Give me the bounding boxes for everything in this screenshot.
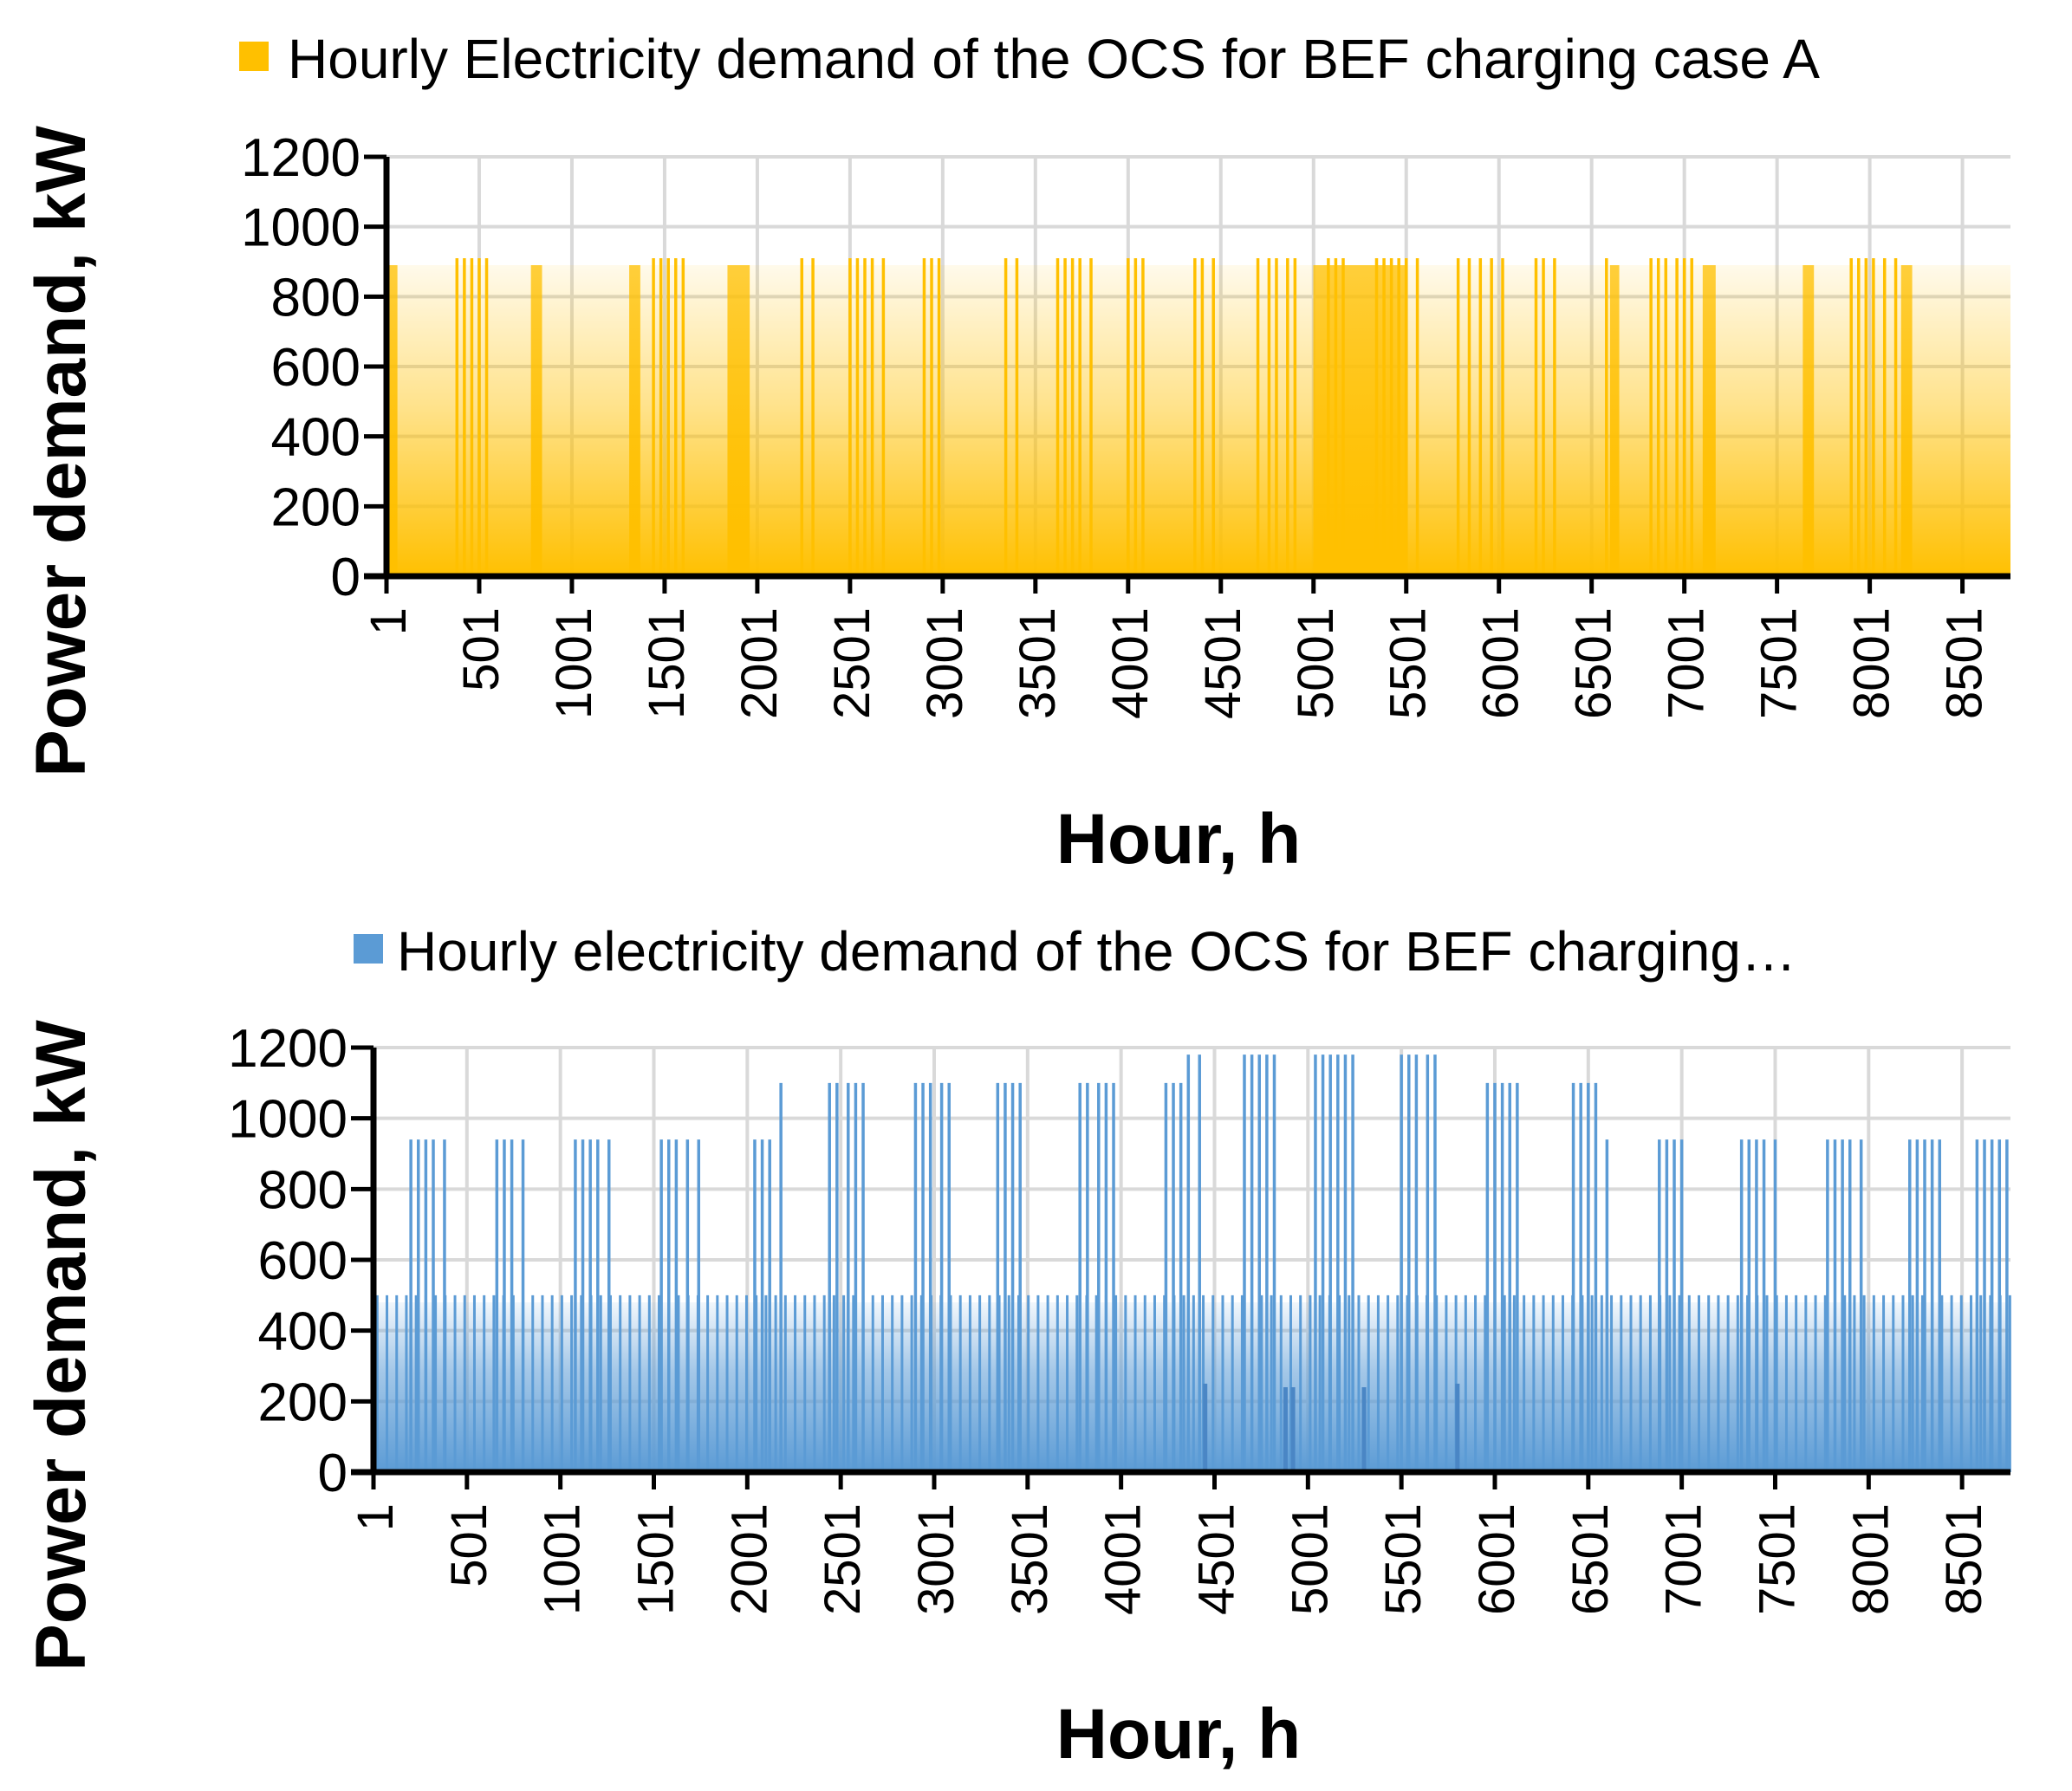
y-tick-label: 800 bbox=[258, 1160, 347, 1220]
x-tick-label: 1501 bbox=[627, 1503, 684, 1615]
dense-block bbox=[629, 265, 640, 576]
y-ticks-2: 0 200 400 600 800 1000 1200 bbox=[228, 1019, 373, 1503]
x-tick-label: 1 bbox=[347, 1503, 404, 1531]
dense-block bbox=[1609, 265, 1620, 576]
dense-block bbox=[1702, 265, 1716, 576]
x-tick-label: 501 bbox=[453, 607, 510, 691]
x-tick-label: 2501 bbox=[824, 607, 880, 719]
y-tick-label: 1000 bbox=[228, 1090, 347, 1150]
x-tick-label: 2501 bbox=[815, 1503, 871, 1615]
y-tick-label: 400 bbox=[258, 1302, 347, 1362]
y-tick-label: 200 bbox=[258, 1372, 347, 1432]
legend-swatch-2 bbox=[354, 934, 383, 964]
demand-area bbox=[388, 265, 2010, 576]
legend-swatch-1 bbox=[239, 42, 269, 71]
x-tick-label: 2001 bbox=[731, 607, 788, 719]
x-tick-label: 6001 bbox=[1469, 1503, 1525, 1615]
x-tick-label: 5001 bbox=[1288, 607, 1344, 719]
x-tick-label: 6001 bbox=[1473, 607, 1530, 719]
x-tick-label: 3501 bbox=[1010, 607, 1066, 719]
y-tick-label: 1200 bbox=[228, 1019, 347, 1079]
x-ticks-1: 1 501 1001 1501 2001 2501 3001 3501 4001 4501 5001… bbox=[360, 576, 1993, 719]
y-tick-label: 1200 bbox=[241, 128, 360, 188]
bars-1 bbox=[386, 257, 2010, 576]
x-axis-title-1: Hour, h bbox=[1056, 800, 1301, 879]
x-tick-label: 1001 bbox=[546, 607, 602, 719]
legend-label-2: Hourly electricity demand of the OCS for… bbox=[397, 920, 1796, 983]
x-tick-label: 1501 bbox=[639, 607, 695, 719]
dense-block bbox=[727, 265, 750, 576]
x-tick-label: 3001 bbox=[908, 1503, 965, 1615]
x-tick-label: 8501 bbox=[1936, 1503, 1992, 1615]
chart-1: Hourly Electricity demand of the OCS for… bbox=[22, 28, 2010, 879]
x-tick-label: 3001 bbox=[917, 607, 973, 719]
dense-block bbox=[1900, 265, 1913, 576]
dense-block bbox=[530, 265, 542, 576]
x-tick-label: 8001 bbox=[1844, 607, 1900, 719]
bars-2 bbox=[375, 1054, 2011, 1472]
legend-label-1: Hourly Electricity demand of the OCS for… bbox=[288, 28, 1820, 90]
x-tick-label: 501 bbox=[441, 1503, 497, 1587]
y-tick-label: 0 bbox=[331, 548, 360, 607]
x-tick-label: 1 bbox=[360, 607, 417, 635]
y-tick-label: 0 bbox=[318, 1444, 347, 1503]
x-tick-label: 6501 bbox=[1566, 607, 1622, 719]
y-tick-label: 400 bbox=[271, 408, 360, 468]
y-tick-label: 600 bbox=[258, 1231, 347, 1291]
x-tick-label: 7501 bbox=[1749, 1503, 1805, 1615]
y-tick-label: 200 bbox=[271, 477, 360, 537]
x-tick-label: 3501 bbox=[1002, 1503, 1058, 1615]
x-tick-label: 8001 bbox=[1842, 1503, 1899, 1615]
x-ticks-2: 1 501 1001 1501 2001 2501 3001 3501 4001 4501 5001… bbox=[347, 1472, 1992, 1615]
x-tick-label: 7001 bbox=[1656, 1503, 1712, 1615]
x-tick-label: 7001 bbox=[1659, 607, 1715, 719]
y-ticks-1: 0 200 400 600 800 1000 1200 bbox=[241, 128, 386, 607]
x-tick-label: 8501 bbox=[1937, 607, 1993, 719]
x-tick-label: 5001 bbox=[1282, 1503, 1338, 1615]
y-tick-label: 600 bbox=[271, 338, 360, 398]
x-axis-title-2: Hour, h bbox=[1056, 1695, 1301, 1774]
x-tick-label: 4501 bbox=[1188, 1503, 1244, 1615]
x-tick-label: 6501 bbox=[1562, 1503, 1619, 1615]
dense-block bbox=[1802, 265, 1815, 576]
x-tick-label: 4001 bbox=[1095, 1503, 1152, 1615]
x-tick-label: 7501 bbox=[1751, 607, 1808, 719]
chart-2: Hourly electricity demand of the OCS for… bbox=[22, 920, 2011, 1774]
y-axis-title-2: Power demand, kW bbox=[22, 1019, 101, 1671]
x-tick-label: 5501 bbox=[1380, 607, 1437, 719]
x-tick-label: 4501 bbox=[1195, 607, 1251, 719]
x-tick-label: 1001 bbox=[535, 1503, 591, 1615]
x-tick-label: 5501 bbox=[1375, 1503, 1432, 1615]
y-axis-title-1: Power demand, kW bbox=[22, 125, 101, 776]
y-tick-label: 1000 bbox=[241, 198, 360, 258]
x-tick-label: 2001 bbox=[721, 1503, 777, 1615]
x-tick-label: 4001 bbox=[1102, 607, 1159, 719]
y-tick-label: 800 bbox=[271, 268, 360, 328]
